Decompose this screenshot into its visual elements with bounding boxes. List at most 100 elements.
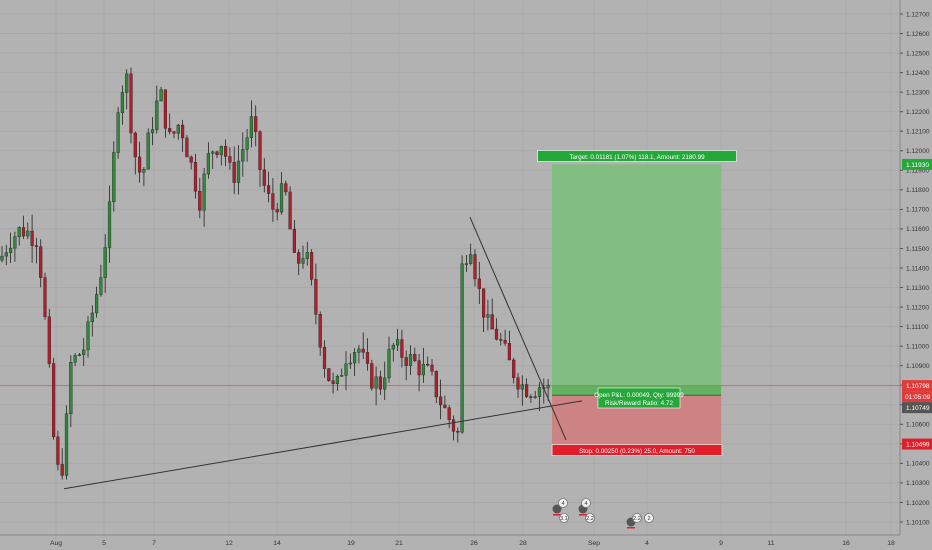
candle-down — [34, 245, 38, 247]
price-tick-label: 1.10200 — [906, 500, 930, 507]
time-tick-label: 12 — [225, 540, 233, 547]
candle-up — [82, 349, 86, 355]
candle-up — [150, 129, 155, 134]
event-3-top-circle[interactable] — [632, 513, 642, 523]
candle-down — [529, 396, 533, 398]
price-tick-label: 1.11500 — [906, 246, 929, 253]
price-axis[interactable]: 1.12700 1.12600 1.12500 1.12400 1.12300 1.122… — [899, 0, 932, 550]
candle-down — [271, 193, 275, 210]
price-tick-label: 1.10400 — [906, 461, 930, 468]
event-2-top: 4 — [584, 501, 587, 507]
trendlines[interactable] — [63, 217, 583, 490]
event-3-top: 2.2 — [633, 516, 641, 522]
price-tick-label: 1.11600 — [906, 226, 929, 233]
ratio-label: Risk/Reward Ratio: 4.72 — [605, 400, 673, 407]
candle-up — [245, 137, 249, 150]
candle-down — [137, 156, 142, 173]
candle-up — [387, 348, 391, 379]
time-tick-label: 11 — [767, 540, 774, 547]
economic-events[interactable]: 4 3.1 4 2.2 2.2 2 — [552, 498, 654, 529]
price-tick-label: 1.12700 — [906, 11, 930, 18]
last-price-tag-bg — [902, 380, 932, 392]
price-tick-label: 1.11300 — [906, 285, 929, 292]
candle-down — [314, 279, 318, 315]
target-zone — [552, 164, 721, 396]
event-2-bottom-circle[interactable] — [585, 513, 595, 523]
price-tick-label: 1.10300 — [906, 480, 930, 487]
event-1-bottom-circle[interactable] — [559, 513, 569, 523]
candle-down — [443, 404, 447, 408]
candle-down — [482, 288, 486, 318]
price-tick-label: 1.11200 — [906, 304, 929, 311]
candle-up — [4, 252, 8, 257]
stop-price-tag: 1.10499 — [906, 442, 930, 449]
candle-down — [499, 339, 503, 341]
event-3-side-circle[interactable] — [644, 513, 654, 523]
candle-down — [417, 360, 421, 376]
candle-up — [206, 153, 210, 175]
candle-down — [456, 431, 460, 433]
candle-down — [133, 132, 137, 158]
candle-up — [383, 377, 387, 390]
price-tick-label: 1.11100 — [906, 324, 929, 331]
candle-down — [21, 227, 26, 237]
candle-down — [189, 156, 193, 163]
candle-up — [464, 263, 468, 265]
time-tick-label: 19 — [347, 540, 355, 547]
candle-up — [211, 151, 215, 154]
support-trendline[interactable] — [63, 400, 583, 490]
candle-up — [469, 254, 473, 264]
candle-down — [525, 384, 529, 397]
candle-down — [512, 359, 516, 378]
candle-up — [533, 396, 537, 398]
candle-down — [361, 348, 365, 353]
price-tick-label: 1.12300 — [906, 89, 930, 96]
candle-up — [408, 354, 413, 366]
time-tick-label: Sep — [588, 540, 600, 547]
candle-down — [477, 278, 481, 289]
candle-down — [185, 137, 189, 158]
candle-up — [103, 247, 107, 278]
candle-up — [146, 132, 150, 170]
event-flag-1[interactable] — [552, 504, 562, 514]
candle-down — [426, 363, 430, 366]
price-tick-label: 1.11700 — [906, 207, 929, 214]
target-price-tag-bg — [902, 158, 932, 170]
time-tick-label: 7 — [152, 540, 156, 547]
candle-up — [301, 258, 305, 264]
candle-up — [120, 92, 124, 113]
event-flag-1-underline — [553, 514, 561, 516]
candle-down — [516, 377, 520, 390]
candle-up — [13, 236, 17, 249]
price-tick-label: 1.11800 — [906, 187, 929, 194]
candle-down — [129, 73, 133, 134]
candle-down — [473, 254, 477, 280]
candle-up — [357, 348, 361, 353]
event-1-top-circle[interactable] — [558, 498, 568, 508]
candle-down — [297, 252, 301, 264]
candle-up — [391, 344, 395, 350]
event-flag-2-underline — [579, 514, 587, 516]
candle-up — [0, 255, 4, 261]
candle-up — [460, 263, 464, 433]
candle-down — [60, 464, 64, 476]
candle-down — [163, 89, 167, 129]
event-flag-3-underline — [627, 527, 635, 529]
event-2-top-circle[interactable] — [581, 498, 591, 508]
time-axis[interactable]: Aug 5 7 12 14 19 21 26 28 Sep 4 9 11 16 18 — [0, 534, 932, 550]
price-tick-label: 1.12100 — [906, 129, 930, 136]
candle-down — [439, 396, 443, 406]
stop-label-box — [551, 444, 723, 456]
candle-up — [8, 247, 13, 253]
price-tick-label: 1.12600 — [906, 31, 930, 38]
candle-up — [241, 149, 245, 162]
candle-down — [310, 252, 314, 280]
candle-up — [107, 201, 112, 248]
price-tick-label: 1.10100 — [906, 519, 930, 526]
candle-down — [413, 354, 417, 361]
event-2-bottom: 2.2 — [586, 516, 594, 522]
resistance-trendline[interactable] — [469, 217, 567, 441]
time-tick-label: 5 — [102, 540, 106, 547]
